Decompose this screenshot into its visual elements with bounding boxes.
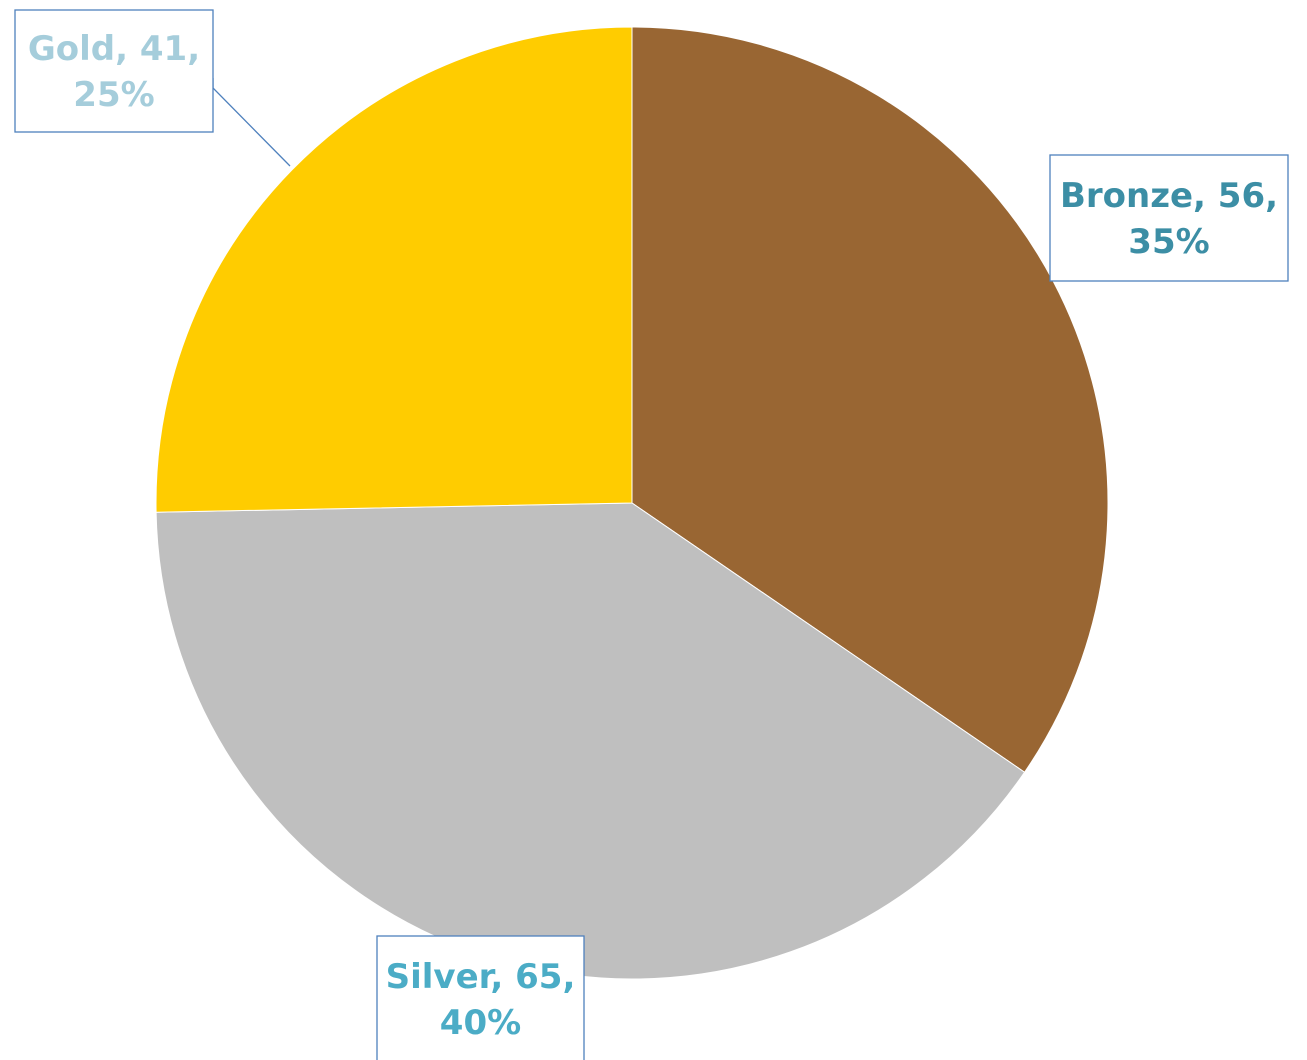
data-label-box [14,9,214,133]
data-label-box [1049,154,1289,282]
data-label-bronze: Bronze, 56, 35% [1049,154,1289,282]
data-label-box [376,935,585,1060]
pie-slice-gold [155,26,633,513]
data-label-category-value: Bronze, 56, [1060,176,1278,216]
leader-lines-layer [212,78,291,167]
data-label-percent: 25% [73,75,154,115]
data-label-category-value: Silver, 65, [386,957,576,997]
slices-layer [155,26,1109,980]
data-label-silver: Silver, 65, 40% [376,935,585,1060]
data-label-percent: 35% [1128,222,1209,262]
data-labels-layer: Bronze, 56, 35% Silver, 65, 40% Gold, 41, 25% [14,9,1289,1060]
leader-line-gold [212,78,291,167]
data-label-percent: 40% [440,1003,521,1043]
data-label-gold: Gold, 41, 25% [14,9,214,133]
data-label-category-value: Gold, 41, [28,29,200,69]
